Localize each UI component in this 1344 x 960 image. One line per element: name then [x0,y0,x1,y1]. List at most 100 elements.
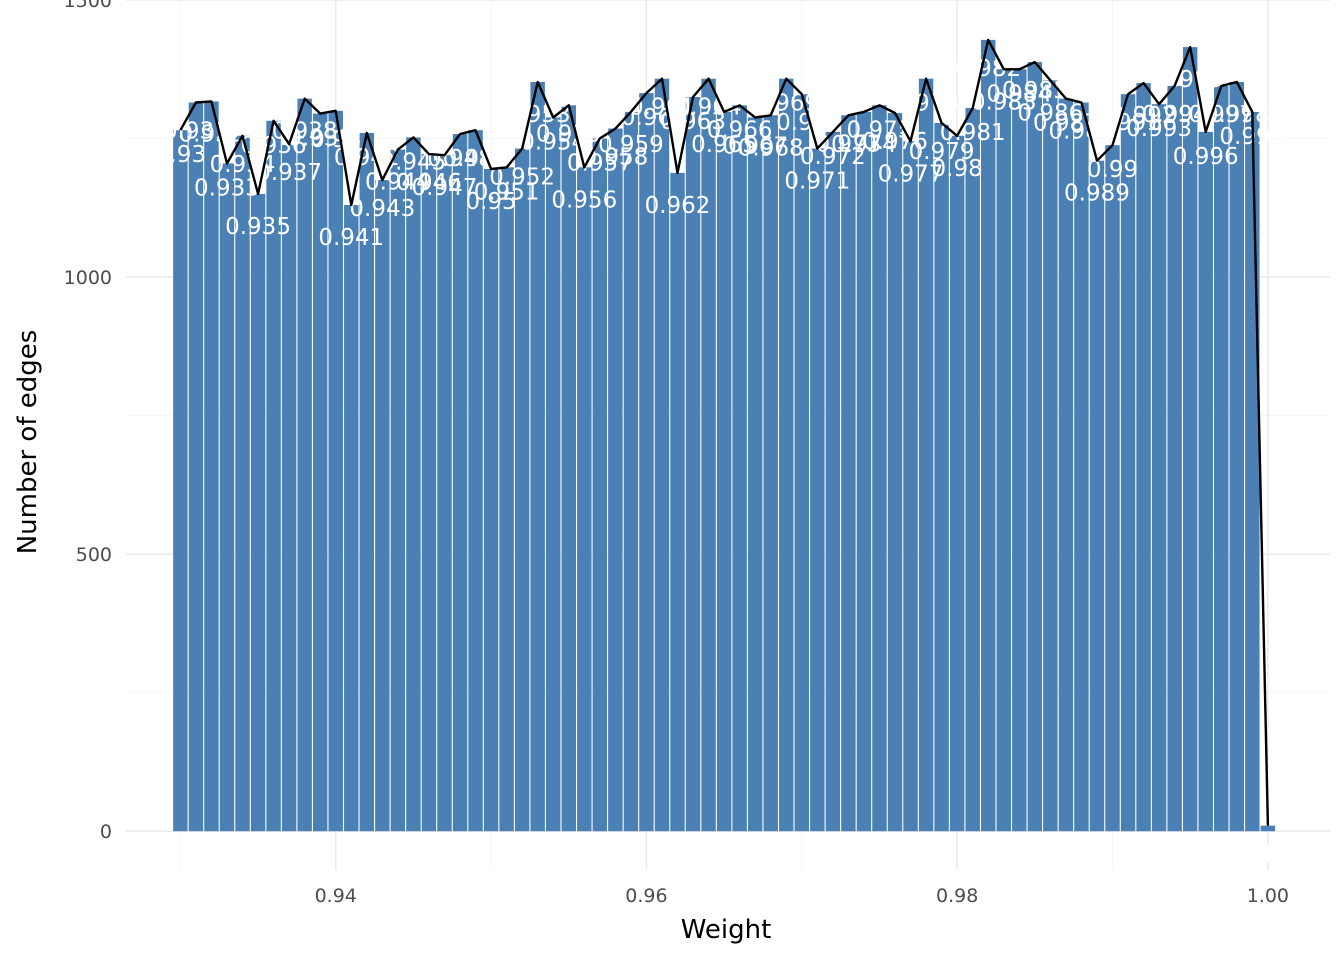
bar-label: 0.97 [776,110,827,136]
bar [1074,102,1089,832]
bar [670,172,685,832]
x-tick-label: 0.96 [625,885,667,907]
y-tick-label: 500 [76,544,112,566]
bar [406,137,421,832]
bar-label: 0.968 [738,135,804,161]
bar [918,78,934,832]
bar-label: 0.966 [707,117,773,143]
bar-label: 0.991 [1095,110,1161,136]
bar-label: 0.932 [179,121,245,147]
bar-label: 0.984 [986,81,1052,107]
bars [173,39,1276,832]
bar-label: 0.959 [598,132,664,158]
bar [173,130,188,832]
bar [810,148,825,832]
bar-label: 0.995 [1157,67,1223,93]
bar [1151,104,1167,832]
bar-label: 0.974 [831,132,897,158]
bar-label: 0.951 [474,179,540,205]
bar [763,115,778,832]
bar [716,111,732,832]
bar [887,113,903,832]
bar-label: 0.972 [800,144,866,170]
bar-label: 0.978 [893,91,959,117]
bar [235,135,250,832]
bar-label: 0.937 [256,160,322,186]
bar-label: 0.993 [1126,116,1192,142]
bar [608,128,623,832]
bar-label: 0.983 [971,89,1037,115]
bar [266,120,281,832]
bar-label: 0.986 [1017,100,1083,126]
bar [530,82,545,832]
bar-label: 0.935 [225,214,291,240]
y-tick-label: 0 [100,821,112,843]
bar [219,163,235,832]
bar [654,78,670,832]
bar [1027,62,1043,832]
bar [1120,94,1136,832]
bar-label: 0.96 [621,105,672,131]
bar-label: 0.948 [427,146,493,172]
bar [483,169,499,832]
bar [996,69,1011,832]
bar [1058,98,1074,832]
bar [1167,85,1182,832]
bar-label: 0.967 [722,133,788,159]
bar [1214,85,1229,832]
bar-label: 0.975 [847,117,913,143]
bar [546,117,561,832]
bar [592,138,608,832]
y-tick-label: 1500 [64,0,112,12]
bar-label: 0.962 [645,193,711,219]
bar [468,130,483,832]
bar [328,110,343,832]
bar-label: 0.943 [349,196,415,222]
bar [1229,82,1245,832]
y-tick-label: 1000 [64,267,112,289]
y-axis-title: Number of edges [13,330,43,555]
bar [732,105,747,832]
bar [204,101,219,832]
bar [794,94,810,832]
bar [1245,111,1260,832]
bar [685,96,701,832]
bar [344,205,359,832]
x-axis-title: Weight [681,915,772,945]
bar-label: 0.988 [1049,119,1115,145]
bar [949,135,965,832]
bar [452,134,468,832]
x-tick-label: 0.94 [315,885,357,907]
bar-label: 0.947 [412,175,478,201]
bar [359,132,375,832]
bar-label: 0.965 [691,132,757,158]
bar-label: 0.977 [878,161,944,187]
bar [390,149,406,832]
bar [779,78,794,832]
bar [188,102,204,832]
bar-label: 0.994 [1142,102,1208,128]
bar [934,123,949,832]
bar-label: 0.953 [505,102,571,128]
bar [980,39,996,832]
bar-label: 0.98 [932,156,983,182]
bar-label: 0.941 [318,225,384,251]
bar-label: 0.997 [1188,102,1254,128]
bar-label: 0.996 [1173,144,1239,170]
bar-label: 0.936 [241,133,307,159]
bar [561,105,576,832]
y-axis-tick-labels: 0 500 1000 1500 [64,0,112,843]
bar [701,78,716,832]
bar-label: 0.981 [940,120,1006,146]
bar-label: 1 [1261,842,1276,868]
x-axis-tick-labels: 0.94 0.96 0.98 1.00 [315,885,1289,907]
bar [1012,69,1027,832]
bar [841,115,856,832]
bar [872,105,887,832]
bar-label: 0.957 [567,151,633,177]
bar [421,154,437,832]
bar [1043,80,1058,832]
bar [437,155,452,832]
x-tick-label: 0.98 [936,885,978,907]
